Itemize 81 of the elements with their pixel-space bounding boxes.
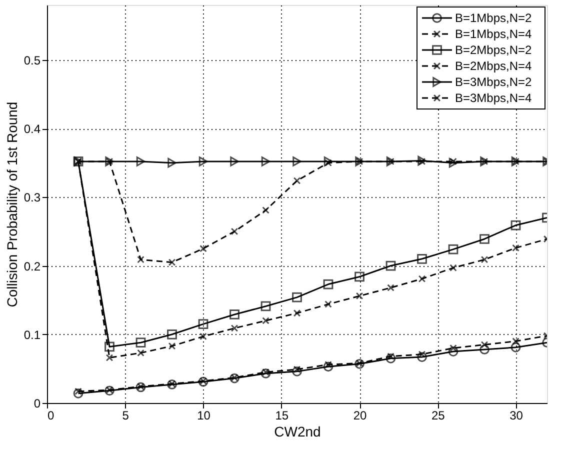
legend-label: B=1Mbps,N=2 (455, 11, 532, 25)
x-tick-label: 30 (510, 408, 524, 422)
point (356, 292, 364, 300)
point (387, 284, 394, 292)
point (198, 319, 208, 330)
point (260, 301, 271, 312)
point (106, 354, 114, 362)
point (418, 156, 426, 166)
point (480, 344, 490, 354)
legend-label: B=2Mbps,N=2 (455, 43, 532, 57)
point (448, 346, 458, 356)
point (450, 344, 457, 352)
point (480, 234, 490, 244)
point (354, 272, 364, 282)
y-tick-label: 0 (34, 396, 41, 410)
point (323, 279, 334, 290)
point (168, 342, 176, 350)
y-tick-label: 0.1 (24, 328, 41, 342)
point (230, 310, 240, 320)
point (480, 256, 488, 264)
legend-label: B=2Mbps,N=4 (455, 59, 532, 73)
point (417, 352, 427, 362)
point (260, 368, 271, 378)
point (230, 156, 239, 166)
point (386, 260, 396, 271)
point (262, 206, 270, 214)
point (448, 158, 458, 168)
point (230, 324, 238, 332)
y-tick-label: 0.4 (24, 122, 41, 136)
point (168, 258, 176, 266)
point (323, 362, 334, 372)
point (136, 338, 146, 348)
y-tick-label: 0.2 (24, 259, 41, 274)
point (137, 256, 144, 264)
point (262, 368, 270, 376)
legend-label: B=1Mbps,N=4 (455, 27, 532, 41)
point (292, 366, 302, 376)
point (200, 332, 207, 340)
point (293, 309, 301, 317)
point (480, 340, 488, 348)
point (200, 244, 207, 252)
y-axis-title: Collision Probability of 1st Round (4, 102, 20, 308)
point (386, 353, 396, 364)
point (292, 156, 302, 166)
point (324, 360, 332, 368)
point (510, 220, 521, 230)
point (168, 158, 176, 168)
point (324, 159, 332, 167)
x-tick-label: 10 (197, 408, 211, 422)
x-tick-label: 20 (353, 408, 367, 422)
y-tick-label: 0.5 (24, 53, 41, 68)
legend-label: B=3Mbps,N=2 (455, 75, 532, 89)
x-axis-title: CW2nd (274, 424, 321, 440)
point (418, 350, 426, 358)
point (293, 366, 301, 374)
point (230, 228, 238, 236)
point (104, 342, 114, 352)
point (450, 264, 457, 272)
legend-label: B=3Mbps,N=4 (455, 91, 532, 105)
point (167, 329, 177, 340)
x-tick-label: 15 (275, 408, 289, 422)
point (512, 338, 520, 345)
point (324, 300, 332, 308)
point (387, 352, 394, 360)
y-tick-label: 0.3 (24, 190, 41, 205)
x-tick-label: 5 (122, 408, 130, 422)
point (292, 292, 302, 302)
point (324, 156, 333, 166)
point (293, 176, 301, 184)
point (417, 254, 427, 264)
point (510, 342, 521, 352)
point (198, 156, 208, 166)
point (262, 316, 270, 324)
point (418, 275, 426, 282)
point (137, 349, 144, 357)
point (448, 244, 458, 254)
point (261, 156, 270, 166)
x-tick-label: 25 (431, 408, 446, 422)
point (512, 244, 520, 252)
x-tick-label: 0 (48, 408, 54, 422)
point (136, 156, 146, 166)
